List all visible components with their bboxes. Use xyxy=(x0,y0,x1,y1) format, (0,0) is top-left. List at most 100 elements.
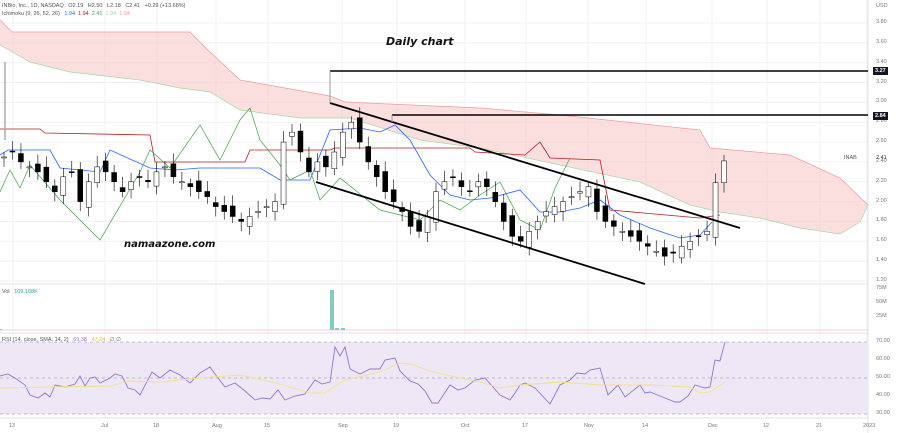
candle-down xyxy=(517,236,524,242)
candle-down xyxy=(636,230,643,242)
candle-up xyxy=(280,141,287,205)
candle-up xyxy=(543,211,549,217)
time-tick: 13 xyxy=(9,423,16,429)
rsi-sma-line xyxy=(0,362,726,394)
ichimoku-value-2: 2.41 xyxy=(91,11,103,17)
candle-down xyxy=(382,171,388,192)
rsi-tick: 30.00 xyxy=(876,410,890,416)
candle-down xyxy=(484,178,490,187)
candle-down xyxy=(492,192,499,202)
candle-up xyxy=(687,241,693,250)
candle-up xyxy=(585,186,592,198)
candle-up xyxy=(721,160,727,184)
candle-up xyxy=(619,231,626,233)
candle-down xyxy=(695,235,702,238)
kijun-sen-line xyxy=(0,128,721,219)
volume-legend[interactable]: Vol 109.168K xyxy=(2,288,41,296)
ichimoku-label: Ichimoku (9, 26, 52, 26) xyxy=(2,11,60,17)
candle-down xyxy=(297,130,304,153)
candle-down xyxy=(407,211,414,227)
candle-up xyxy=(179,181,185,184)
candle-up xyxy=(153,171,160,187)
candle-down xyxy=(145,180,151,183)
candle-up xyxy=(433,191,439,223)
candle-up xyxy=(255,211,261,213)
last-price-label: 2.41 xyxy=(876,155,887,161)
vol-tick-25m: 25M xyxy=(876,313,887,319)
time-tick: 15 xyxy=(264,423,271,429)
change-value: +0.29 (+13.68%) xyxy=(144,3,186,9)
high-value: H2.50 xyxy=(87,3,103,9)
candle-up xyxy=(26,166,33,169)
vol-tick-75m: 75M xyxy=(876,285,887,291)
candle-down xyxy=(170,163,177,178)
candle-up xyxy=(94,166,100,183)
ichimoku-value-4: 1.94 xyxy=(119,11,130,17)
candle-up xyxy=(314,161,321,172)
ichimoku-value-0: 1.94 xyxy=(64,11,76,17)
price-tick: 3.80 xyxy=(876,19,887,25)
rsi-extra: ∅ ∅ xyxy=(109,337,121,343)
volume-value: 109.168K xyxy=(14,289,38,295)
candle-up xyxy=(85,181,92,208)
rsi-tick: 50.00 xyxy=(876,374,890,380)
rsi-label: RSI (14, close, SMA, 14, 2) xyxy=(2,337,69,343)
lower-channel-line xyxy=(315,181,646,285)
candle-up xyxy=(289,131,295,137)
price-tick: 1.20 xyxy=(876,277,887,283)
time-tick: Nov xyxy=(584,423,594,429)
time-tick: 19 xyxy=(393,423,400,429)
candle-up xyxy=(475,181,482,188)
price-tick: 3.00 xyxy=(876,98,887,105)
time-tick: 2023 xyxy=(863,423,876,429)
price-tick: 2.20 xyxy=(876,177,887,184)
open-value: O2.19 xyxy=(68,3,84,9)
ichimoku-value-3: 1.94 xyxy=(105,11,117,17)
vol-tick-50m: 50M xyxy=(876,299,887,305)
candle-up xyxy=(348,121,355,130)
ichimoku-values: 1.94 1.94 2.41 1.94 1.94 xyxy=(64,11,133,17)
candle-down xyxy=(204,191,211,197)
candle-down xyxy=(628,230,634,237)
volume-bar xyxy=(335,328,339,330)
candle-up xyxy=(340,131,346,158)
candle-down xyxy=(187,183,194,187)
rsi-tick: 60.00 xyxy=(876,356,890,362)
candle-up xyxy=(560,201,566,212)
rsi-legend[interactable]: RSI (14, close, SMA, 14, 2) 69.38 47.24 … xyxy=(2,336,124,344)
candle-up xyxy=(128,181,134,190)
candle-up xyxy=(712,182,719,238)
price-tick: 3.20 xyxy=(876,78,887,85)
candle-up xyxy=(568,196,575,198)
time-tick: 18 xyxy=(153,423,160,429)
candle-down xyxy=(458,180,465,187)
candle-up xyxy=(60,176,67,196)
candle-down xyxy=(306,157,312,173)
candle-down xyxy=(467,190,473,193)
candle-up xyxy=(162,166,168,169)
candle-down xyxy=(196,180,202,192)
candle-down xyxy=(365,146,371,163)
price-tag-3-27: 3.27 xyxy=(873,67,888,75)
price-tag-2-84: 2.84 xyxy=(873,112,888,120)
candle-down xyxy=(119,187,126,192)
candle-down xyxy=(501,202,507,222)
rsi-tick: 70.00 xyxy=(876,338,890,344)
price-tick: 2.80 xyxy=(876,118,887,125)
candle-down xyxy=(9,150,16,153)
watermark-text: namaazone.com xyxy=(124,239,216,250)
candle-down xyxy=(213,202,219,207)
price-tick: 3.60 xyxy=(876,38,887,45)
candle-down xyxy=(390,189,397,202)
candle-down xyxy=(221,205,227,212)
price-tick: 1.60 xyxy=(876,237,887,244)
currency-label: USD xyxy=(876,3,888,9)
candle-down xyxy=(111,172,117,183)
ichimoku-legend[interactable]: Ichimoku (9, 26, 52, 26) 1.94 1.94 2.41 1.9… xyxy=(2,10,136,18)
candle-down xyxy=(136,176,143,178)
candle-down xyxy=(611,220,617,227)
candle-down xyxy=(77,169,83,202)
candle-down xyxy=(52,185,58,192)
symbol-name: INBio, Inc., 1D, NASDAQ xyxy=(2,3,64,9)
